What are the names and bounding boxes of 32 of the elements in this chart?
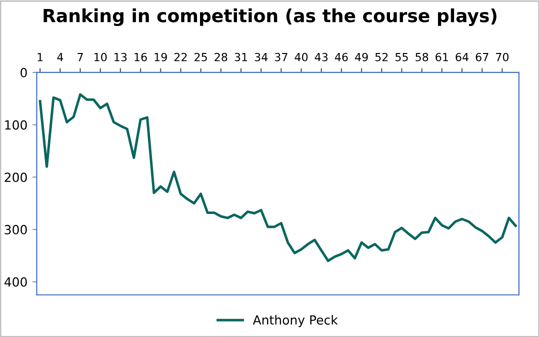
x-tick-label: 10 bbox=[94, 52, 107, 62]
x-tick-label: 37 bbox=[274, 52, 288, 62]
x-tick-label: 22 bbox=[174, 52, 187, 62]
x-tick-label: 16 bbox=[134, 52, 147, 62]
chart-title: Ranking in competition (as the course plays) bbox=[44, 8, 496, 26]
legend-label: Anthony Peck bbox=[252, 315, 338, 328]
x-tick-label: 34 bbox=[254, 52, 268, 62]
x-tick-label: 55 bbox=[396, 53, 408, 62]
x-tick-label: 67 bbox=[476, 52, 488, 62]
x-tick-label: 58 bbox=[416, 52, 428, 62]
y-tick-label: 100 bbox=[5, 120, 27, 130]
x-tick-label: 70 bbox=[496, 52, 509, 62]
x-tick-label: 28 bbox=[214, 52, 228, 62]
x-tick-label: 61 bbox=[436, 52, 448, 62]
y-tick-label: 400 bbox=[4, 277, 27, 287]
x-tick-label: 1 bbox=[38, 53, 43, 62]
y-tick-label: 300 bbox=[4, 224, 27, 234]
y-tick-label: 200 bbox=[4, 172, 27, 182]
x-tick-label: 52 bbox=[375, 52, 388, 62]
line-series bbox=[38, 93, 517, 262]
y-tick-label: 0 bbox=[20, 68, 27, 78]
x-tick-label: 19 bbox=[154, 52, 167, 62]
x-tick-label: 31 bbox=[234, 52, 248, 62]
x-tick-label: 7 bbox=[78, 53, 83, 62]
x-tick-label: 4 bbox=[57, 53, 64, 62]
x-tick-label: 46 bbox=[334, 52, 348, 62]
x-tick-label: 13 bbox=[114, 52, 127, 62]
x-tick-label: 64 bbox=[456, 52, 468, 62]
x-tick-label: 49 bbox=[355, 52, 368, 62]
x-tick-label: 40 bbox=[294, 52, 308, 62]
x-tick-label: 25 bbox=[194, 52, 207, 62]
x-tick-label: 43 bbox=[314, 52, 328, 62]
